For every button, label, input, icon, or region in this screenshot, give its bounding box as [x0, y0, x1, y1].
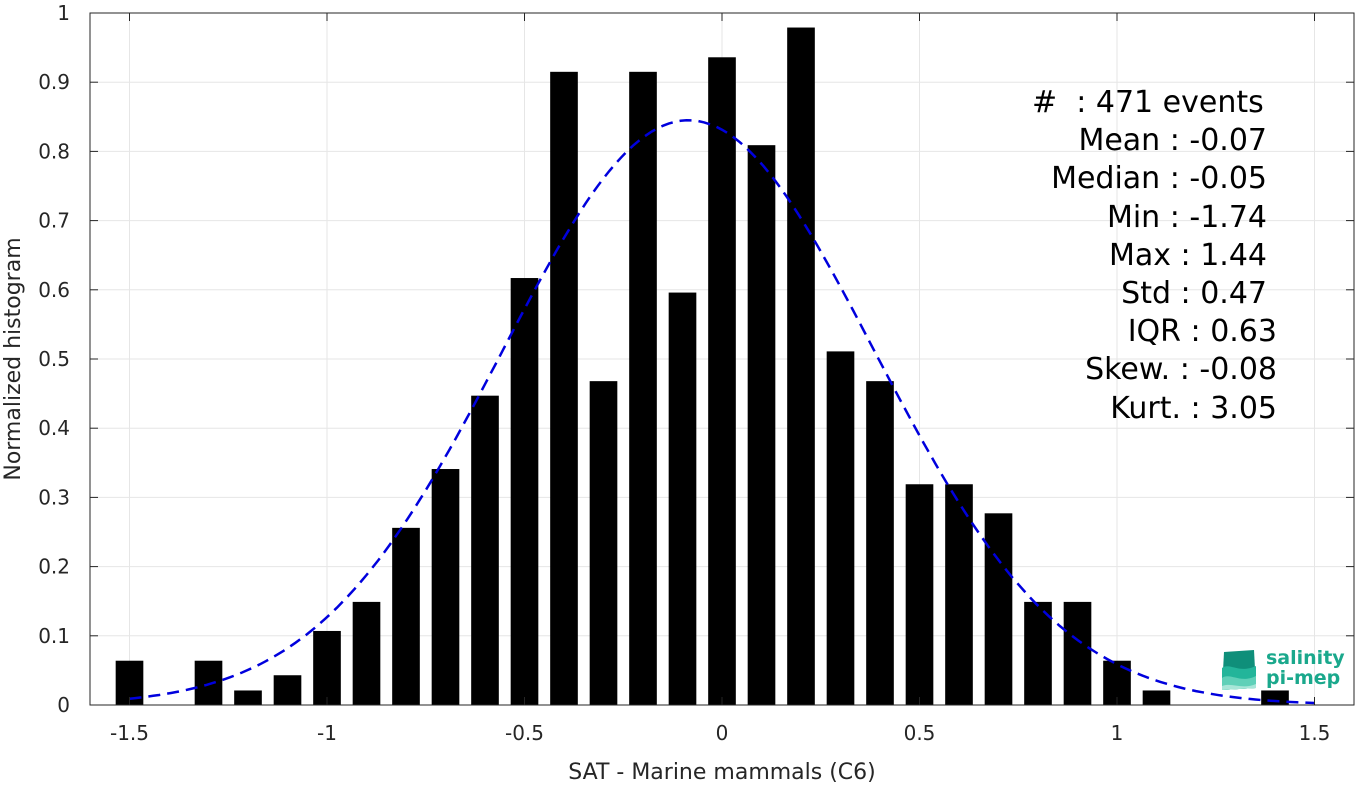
- histogram-bar: [945, 484, 973, 705]
- bars: [115, 27, 1289, 706]
- y-tick-label: 0.2: [38, 555, 70, 579]
- y-tick-label: 0.4: [38, 416, 70, 440]
- histogram-bar: [471, 395, 499, 705]
- stat-min: Min : -1.74: [1106, 199, 1267, 235]
- histogram-bar: [984, 513, 1013, 705]
- stat-max: Max : 1.44: [1109, 237, 1267, 273]
- logo-text: salinity pi-mep: [1266, 648, 1345, 688]
- y-tick-label: 0.9: [38, 70, 70, 94]
- histogram-bar: [747, 145, 776, 705]
- stat-skew: Skew. : -0.08: [1085, 352, 1277, 388]
- histogram-bar: [1142, 690, 1171, 705]
- histogram-bar: [826, 351, 855, 705]
- y-tick-label: 0: [57, 693, 70, 717]
- x-tick-label: -0.5: [505, 721, 544, 745]
- histogram-bar: [1063, 601, 1092, 705]
- logo-wave-icon: [1222, 650, 1256, 690]
- histogram-bar: [905, 484, 934, 705]
- histogram-bar: [668, 292, 697, 705]
- stat-iqr: IQR : 0.63: [1127, 314, 1277, 350]
- x-tick-label: -1: [317, 721, 337, 745]
- x-tick-label: 1: [1111, 721, 1124, 745]
- histogram-bar: [313, 630, 341, 705]
- axes: -1.5 -1 -0.5 0 0.5 1 1.5 0 0.1 0.2 0.3 0.4 0.5 0.6 0.7…: [38, 1, 1354, 745]
- histogram-bar: [708, 57, 736, 705]
- histogram-bar: [392, 527, 420, 705]
- logo-line1: salinity: [1266, 647, 1345, 669]
- stat-events: # : 471 events: [1032, 85, 1264, 120]
- stat-mean: Mean : -0.07: [1078, 123, 1267, 159]
- x-tick-label: 0: [716, 721, 729, 745]
- y-tick-label: 0.5: [38, 347, 70, 371]
- y-tick-label: 1: [57, 1, 70, 25]
- stat-kurt: Kurt. : 3.05: [1110, 390, 1277, 426]
- y-axis-label: Normalized histogram: [1, 237, 26, 480]
- x-axis-label: SAT - Marine mammals (C6): [568, 760, 876, 785]
- histogram-bar: [194, 660, 223, 705]
- x-tick-label: -1.5: [110, 721, 149, 745]
- histogram-bar: [510, 278, 539, 705]
- histogram-bar: [589, 381, 618, 705]
- histogram-bar: [866, 381, 894, 705]
- histogram-bar: [550, 71, 578, 705]
- y-tick-label: 0.7: [38, 209, 70, 233]
- histogram-bar: [787, 27, 815, 706]
- x-tick-label: 0.5: [904, 721, 936, 745]
- y-tick-label: 0.1: [38, 624, 70, 648]
- y-tick-label: 0.3: [38, 485, 70, 509]
- logo-line2: pi-mep: [1266, 667, 1341, 689]
- histogram-bar: [431, 469, 460, 705]
- histogram-bar: [629, 71, 657, 705]
- stat-median: Median : -0.05: [1051, 161, 1267, 197]
- y-tick-label: 0.8: [38, 139, 70, 163]
- gaussian-fit-curve: [129, 119, 1315, 705]
- salinity-pimep-logo: salinity pi-mep: [1216, 646, 1346, 696]
- histogram-bar: [1024, 601, 1052, 705]
- histogram-bar: [273, 675, 302, 705]
- y-tick-label: 0.6: [38, 278, 70, 302]
- histogram-bar: [352, 601, 381, 705]
- histogram-bar: [234, 690, 262, 705]
- x-tick-label: 1.5: [1299, 721, 1331, 745]
- statistics-box: # : 471 events Mean : -0.07 Median : -0.…: [940, 84, 1280, 428]
- stat-std: Std : 0.47: [1121, 276, 1267, 312]
